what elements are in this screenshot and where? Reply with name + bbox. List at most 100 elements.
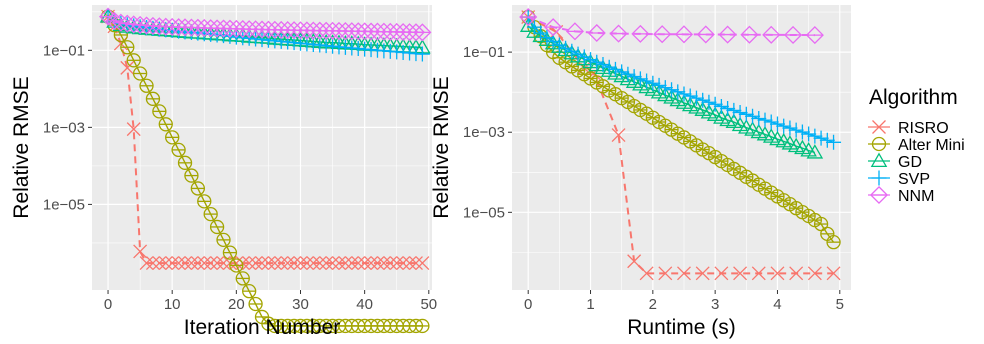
- left-nnm-point-outline: [208, 19, 227, 38]
- right-svp-point: [607, 61, 623, 77]
- left-nnm-point-outline: [278, 21, 297, 40]
- left-nnm-point-outline: [175, 18, 195, 37]
- left-alter-mini-point: [126, 53, 141, 68]
- left-risro-point: [383, 256, 398, 271]
- right-risro-point: [611, 128, 626, 143]
- legend-key-marker: [869, 185, 889, 205]
- left-alter-mini-point: [229, 258, 244, 273]
- left-nnm-point-outline: [387, 22, 406, 41]
- left-y-axis: 1e−01 1e−03 1e−05: [43, 42, 92, 213]
- legend-key-marker: [871, 170, 887, 186]
- left-alter-mini-point: [132, 66, 148, 81]
- left-risro-point: [319, 256, 334, 271]
- left-risro-point: [197, 256, 212, 271]
- legend-label-nnm: NNM: [898, 188, 934, 205]
- right-svp-point: [670, 84, 686, 100]
- left-svp-point: [414, 46, 430, 62]
- left-nnm-point-outline: [252, 20, 272, 39]
- left-risro-point: [389, 256, 404, 271]
- right-x-tick-label: 4: [773, 296, 781, 313]
- right-nnm-point: [674, 25, 694, 44]
- right-chart-panel: 1e−01 1e−03 1e−05 0 1 2 3 4 5 Runtime (s) Relat…: [430, 5, 851, 339]
- right-svp-point: [576, 49, 592, 65]
- left-risro-point: [344, 256, 359, 271]
- left-nnm-point-outline: [317, 21, 336, 40]
- left-alter-mini-point: [152, 104, 167, 119]
- right-x-tick-label: 5: [836, 296, 844, 313]
- legend-key-risro: [868, 120, 890, 134]
- right-svp-point: [676, 86, 692, 102]
- left-nnm-point-outline: [195, 18, 214, 38]
- left-nnm-point-outline: [169, 18, 188, 37]
- right-svp-point: [545, 33, 561, 49]
- right-nnm-point: [587, 23, 606, 43]
- right-risro-point: [826, 266, 841, 281]
- left-risro-point: [190, 256, 205, 271]
- left-alter-mini-point: [177, 155, 193, 170]
- right-risro-point: [695, 266, 710, 281]
- right-svp-point: [589, 54, 605, 70]
- left-alter-mini-point: [197, 194, 212, 209]
- legend-key-marker: [871, 136, 887, 152]
- left-nnm-point-outline: [259, 20, 278, 39]
- left-risro-point: [396, 256, 411, 271]
- right-y-axis: 1e−01 1e−03 1e−05: [463, 44, 512, 221]
- right-nnm-point: [740, 25, 759, 44]
- left-x-tick-label: 50: [420, 296, 437, 313]
- left-alter-mini-point: [222, 245, 238, 260]
- left-nnm-point-outline: [291, 21, 310, 40]
- left-risro-point: [248, 256, 263, 271]
- right-series-svp: [520, 9, 842, 150]
- right-nnm-point-outline: [718, 25, 737, 44]
- right-svp-point: [788, 122, 804, 138]
- left-risro-point: [351, 256, 366, 271]
- left-nnm-point-outline: [349, 22, 368, 41]
- left-nnm-point-outline: [246, 20, 265, 39]
- left-alter-mini-point: [165, 130, 180, 145]
- left-nnm-point-outline: [329, 21, 349, 40]
- left-x-tick-label: 40: [356, 296, 373, 313]
- right-svp-point: [583, 52, 599, 68]
- left-risro-point: [261, 256, 276, 271]
- left-nnm-point-outline: [381, 22, 400, 41]
- right-nnm-point: [519, 8, 538, 27]
- left-nnm-point-outline: [188, 18, 207, 37]
- left-risro-point: [274, 256, 289, 271]
- right-gd-point: [806, 144, 824, 159]
- legend-key-marker: [872, 120, 886, 134]
- right-gd-line: [527, 25, 816, 154]
- right-nnm-point: [631, 24, 650, 43]
- left-nnm-point-outline: [394, 22, 413, 42]
- left-risro-point: [280, 256, 295, 271]
- legend-label-alter-mini: Alter Mini: [898, 137, 965, 154]
- left-risro-point: [242, 256, 257, 271]
- right-nnm-point-outline: [740, 25, 759, 44]
- left-alter-mini-point: [209, 219, 225, 235]
- left-nnm-point-outline: [323, 21, 342, 40]
- right-svp-point: [601, 59, 617, 75]
- right-svp-point: [813, 130, 829, 146]
- right-svp-point: [639, 73, 655, 89]
- left-alter-mini-point: [415, 318, 430, 334]
- left-alter-mini-point: [216, 232, 231, 248]
- left-plot-background: [92, 5, 432, 290]
- legend-label-risro: RISRO: [898, 120, 949, 137]
- right-nnm-point-outline: [674, 25, 694, 44]
- right-svp-point: [657, 80, 673, 96]
- left-nnm-point-outline: [105, 11, 124, 30]
- right-alter-mini-point: [826, 235, 841, 250]
- right-svp-point: [651, 77, 667, 93]
- right-svp-point: [632, 71, 648, 87]
- right-nnm-point: [653, 25, 672, 44]
- left-risro-point: [178, 256, 192, 271]
- right-x-tick-label: 2: [649, 296, 657, 313]
- left-risro-point: [184, 256, 199, 271]
- left-risro-point: [126, 122, 141, 137]
- left-alter-mini-point: [145, 91, 161, 106]
- right-svp-point: [551, 37, 567, 53]
- legend-key-marker-outline: [869, 185, 889, 205]
- right-svp-point: [614, 64, 630, 80]
- right-risro-point: [714, 266, 729, 281]
